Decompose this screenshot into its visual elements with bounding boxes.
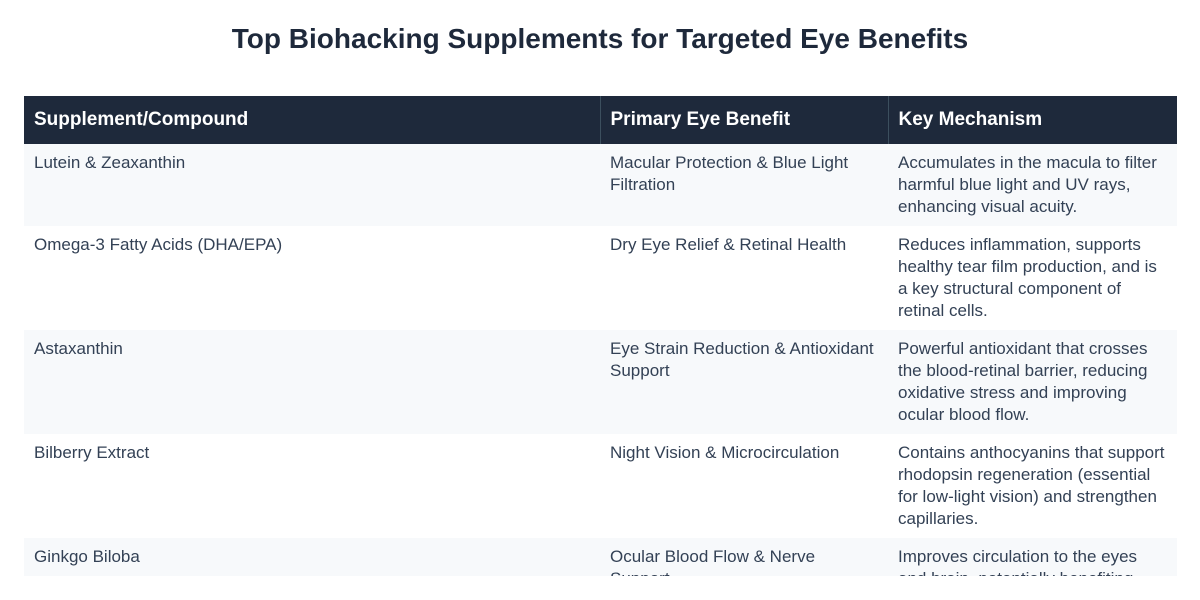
page-title: Top Biohacking Supplements for Targeted … [231,23,969,54]
column-header-benefit: Primary Eye Benefit [599,96,888,144]
cell-supplement: Ginkgo Biloba [24,538,600,576]
table-row: Astaxanthin Eye Strain Reduction & Antio… [24,330,1177,434]
cell-mechanism: Contains anthocyanins that support rhodo… [888,434,1177,538]
table-body: Lutein & Zeaxanthin Macular Protection &… [24,144,1177,576]
column-header-mechanism: Key Mechanism [887,96,1177,144]
table-row: Bilberry Extract Night Vision & Microcir… [24,434,1177,538]
supplements-table: Supplement/Compound Primary Eye Benefit … [24,96,1177,576]
supplements-table-container: Supplement/Compound Primary Eye Benefit … [24,96,1177,576]
cell-benefit: Ocular Blood Flow & Nerve Support [600,538,888,576]
table-header-row: Supplement/Compound Primary Eye Benefit … [24,96,1177,144]
cell-mechanism: Reduces inflammation, supports healthy t… [888,226,1177,330]
table-row: Omega-3 Fatty Acids (DHA/EPA) Dry Eye Re… [24,226,1177,330]
cell-mechanism: Accumulates in the macula to filter harm… [888,144,1177,226]
column-header-supplement: Supplement/Compound [24,96,600,144]
table-header: Supplement/Compound Primary Eye Benefit … [24,96,1177,144]
cell-mechanism: Powerful antioxidant that crosses the bl… [888,330,1177,434]
cell-supplement: Bilberry Extract [24,434,600,538]
cell-supplement: Astaxanthin [24,330,600,434]
cell-benefit: Night Vision & Microcirculation [600,434,888,538]
cell-supplement: Omega-3 Fatty Acids (DHA/EPA) [24,226,600,330]
cell-benefit: Eye Strain Reduction & Antioxidant Suppo… [600,330,888,434]
cell-supplement: Lutein & Zeaxanthin [24,144,600,226]
table-row: Ginkgo Biloba Ocular Blood Flow & Nerve … [24,538,1177,576]
cell-mechanism: Improves circulation to the eyes and bra… [888,538,1177,576]
cell-benefit: Macular Protection & Blue Light Filtrati… [600,144,888,226]
table-row: Lutein & Zeaxanthin Macular Protection &… [24,144,1177,226]
cell-benefit: Dry Eye Relief & Retinal Health [600,226,888,330]
